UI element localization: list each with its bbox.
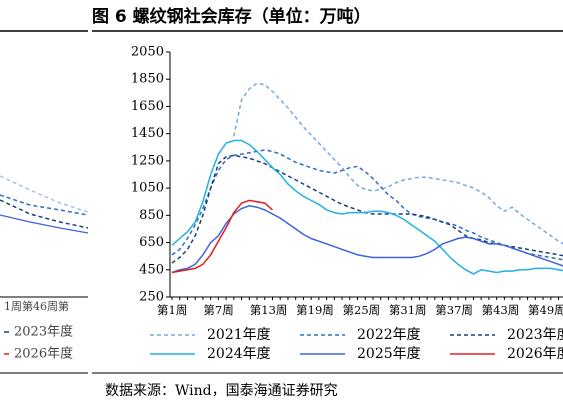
y-tick-label: 450 — [139, 262, 164, 277]
y-tick-label: 250 — [139, 290, 164, 305]
y-tick-label: 1250 — [131, 153, 164, 168]
fragment-x-labels: 1周第46周第 — [4, 299, 69, 313]
y-tick-label: 850 — [139, 208, 164, 223]
x-tick-label: 第43周 — [482, 303, 520, 317]
x-tick-label: 第7周 — [203, 303, 233, 317]
legend-label: 2023年度 — [507, 327, 563, 343]
source-note: 数据来源：Wind，国泰海通证券研究 — [105, 383, 338, 399]
legend-label: 2021年度 — [207, 327, 271, 343]
x-tick-label: 第19周 — [296, 303, 334, 317]
x-tick-label: 第31周 — [389, 303, 427, 317]
x-tick-label: 第13周 — [250, 303, 288, 317]
legend-label: 2026年度 — [507, 346, 563, 362]
legend-label: 2024年度 — [207, 346, 271, 362]
left-fragment: 1周第46周第 2023年度 2026年度 — [0, 30, 89, 374]
fragment-line — [0, 175, 89, 213]
y-tick-label: 1650 — [131, 99, 164, 114]
x-tick-label: 第25周 — [343, 303, 381, 317]
legend-label: 2025年度 — [357, 346, 421, 362]
series-line — [171, 139, 563, 275]
x-tick-label: 第1周 — [157, 303, 187, 317]
series-line — [171, 199, 273, 274]
y-tick-label: 2050 — [131, 45, 164, 60]
fragment-legend: 2026年度 — [14, 346, 73, 362]
fragment-legend: 2023年度 — [14, 324, 73, 340]
legend-label: 2022年度 — [357, 327, 421, 343]
series-line — [171, 154, 563, 264]
y-tick-label: 650 — [139, 235, 164, 250]
x-tick-label: 第37周 — [435, 303, 473, 317]
chart-title: 图 6 螺纹钢社会库存（单位：万吨） — [92, 6, 371, 27]
series-line — [233, 82, 563, 245]
y-tick-label: 1850 — [131, 72, 164, 87]
y-tick-label: 1450 — [131, 126, 164, 141]
series-line — [171, 149, 563, 261]
fragment-line — [0, 194, 89, 216]
x-tick-label: 第49周 — [528, 303, 563, 317]
series-line — [171, 205, 563, 274]
fragment-line — [0, 214, 89, 234]
y-tick-label: 1050 — [131, 181, 164, 196]
fragment-line — [0, 199, 89, 229]
